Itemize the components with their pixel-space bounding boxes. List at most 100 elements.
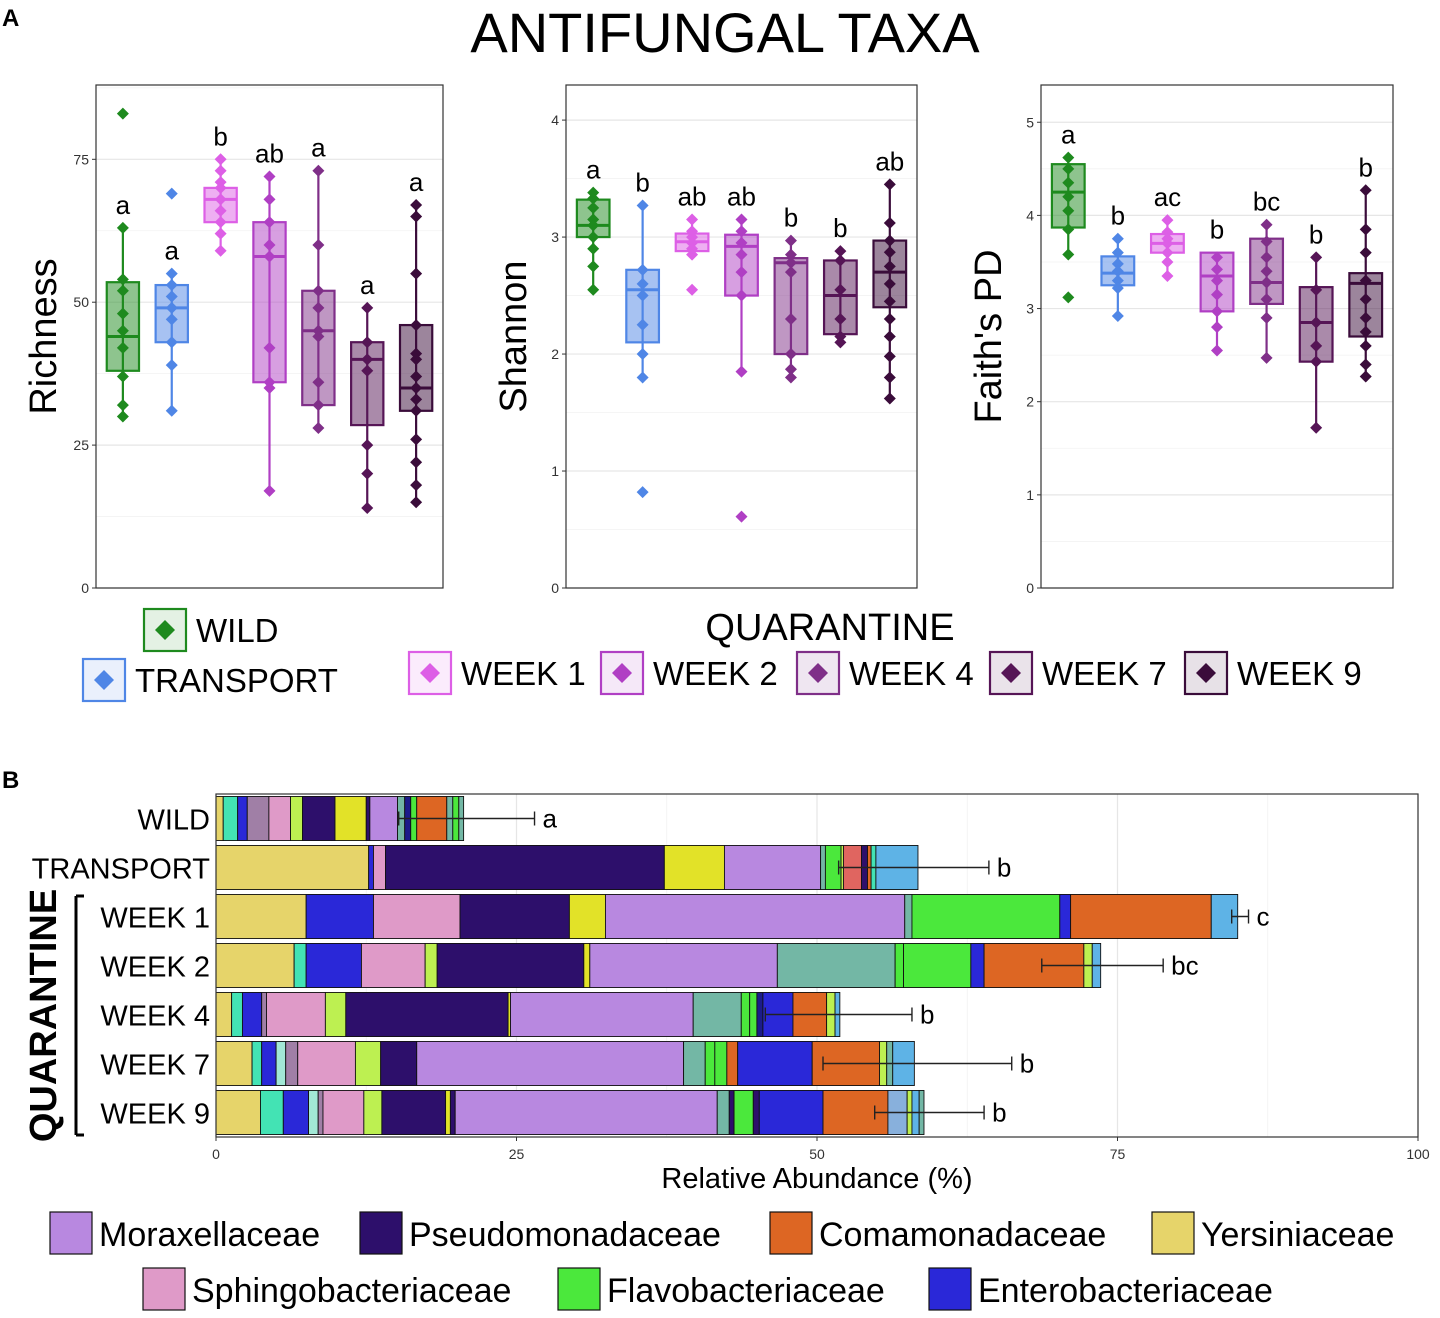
legend-label: Pseudomonadaceae: [409, 1216, 721, 1254]
bar-segment: [970, 943, 985, 989]
data-point: [263, 484, 276, 497]
legend-item-sphingobacteriaceae: Sphingobacteriaceae: [142, 1267, 511, 1311]
data-point: [686, 283, 699, 296]
data-point: [410, 496, 423, 509]
data-point: [214, 227, 227, 240]
data-point: [686, 213, 699, 226]
bar-segment: [583, 943, 591, 989]
data-point: [410, 433, 423, 446]
significance-letter: a: [311, 133, 326, 163]
data-point: [1310, 355, 1323, 368]
box-week-4: b: [773, 203, 809, 384]
data-point: [1111, 257, 1124, 270]
legend-label: WEEK 7: [1042, 655, 1167, 692]
box-week-7: a: [350, 270, 385, 514]
data-point: [312, 239, 325, 252]
data-point: [410, 456, 423, 469]
bar-segment: [373, 845, 386, 891]
data-point: [834, 245, 847, 258]
legend-item-transport: TRANSPORT: [81, 657, 338, 703]
figure-title: ANTIFUNGAL TAXA: [470, 1, 980, 64]
data-point: [587, 283, 600, 296]
legend-panel-b: Moraxellaceae Pseudomonadaceae Comamonadac…: [49, 1211, 1394, 1311]
data-point: [587, 231, 600, 244]
y-tick-label: 1: [1026, 487, 1034, 503]
data-point: [1260, 218, 1273, 231]
bar-segment: [381, 1089, 447, 1135]
data-point: [735, 213, 748, 226]
bar-segment: [368, 845, 374, 891]
data-point: [1211, 251, 1223, 264]
data-point: [883, 217, 896, 230]
legend-item-week-2: WEEK 2: [599, 650, 778, 696]
bar-segment: [365, 796, 371, 842]
significance-letter: a: [409, 167, 424, 197]
significance-letter: ab: [678, 182, 707, 212]
panel-a-label: A: [2, 5, 19, 32]
significance-letter: b: [1309, 219, 1323, 249]
data-point: [1359, 274, 1372, 287]
significance-letter: b: [833, 213, 847, 243]
data-point: [263, 239, 276, 252]
bar-segment: [354, 1040, 382, 1086]
data-point: [1161, 255, 1174, 268]
category-label: TRANSPORT: [32, 854, 211, 886]
data-point: [636, 318, 649, 331]
bar-segment: [737, 1040, 813, 1086]
data-point: [410, 199, 423, 212]
bar-segment: [261, 1040, 277, 1086]
data-point: [361, 336, 374, 349]
bar-segment: [714, 1040, 728, 1086]
data-point: [1310, 283, 1323, 296]
data-point: [834, 254, 847, 267]
data-point: [1359, 223, 1372, 236]
bar-segment: [726, 1040, 739, 1086]
x-tick-label: 50: [809, 1146, 825, 1162]
bar-segment: [260, 1089, 284, 1135]
y-tick-label: 0: [81, 580, 89, 596]
significance-letter: b: [784, 203, 798, 233]
data-point: [410, 267, 423, 280]
bar-segment: [692, 992, 742, 1038]
data-point: [312, 376, 325, 389]
y-axis-label: Shannon: [493, 260, 535, 412]
significance-letter: b: [997, 853, 1011, 883]
bar-segment: [215, 894, 307, 940]
legend-swatch: [557, 1267, 601, 1311]
data-point: [165, 290, 178, 303]
bar-segment: [380, 1040, 418, 1086]
legend-swatch: [359, 1211, 403, 1255]
box-week-1: ab: [674, 182, 710, 296]
data-point: [784, 312, 797, 325]
data-point: [1161, 214, 1174, 227]
bar-segment: [308, 1089, 319, 1135]
legend-label: WEEK 2: [653, 655, 778, 692]
data-point: [1260, 293, 1273, 306]
legend-quarantine-title: QUARANTINE: [705, 607, 954, 649]
bar-segment: [820, 845, 826, 891]
bar-segment: [293, 943, 307, 989]
bar-segment: [903, 943, 972, 989]
data-point: [883, 371, 896, 384]
panel-b-label: B: [2, 767, 19, 794]
significance-letter: b: [920, 1000, 934, 1030]
data-point: [116, 107, 129, 120]
plot-frame: [215, 793, 1419, 1138]
bar-row-week-4: b WEEK 4: [100, 992, 934, 1038]
bar-segment: [324, 992, 347, 1038]
legend-label: Sphingobacteriaceae: [192, 1272, 511, 1310]
bar-segment: [733, 1089, 754, 1135]
bar-segment: [246, 796, 270, 842]
bar-segment: [305, 894, 374, 940]
data-point: [1260, 265, 1273, 278]
data-point: [312, 330, 325, 343]
significance-letter: ac: [1154, 182, 1181, 212]
bar-segment: [251, 1040, 263, 1086]
data-point: [1359, 339, 1372, 352]
data-point: [1310, 316, 1323, 329]
bar-segment: [454, 1089, 718, 1135]
legend-swatch: [142, 1267, 186, 1311]
box-wild: a: [1050, 120, 1086, 304]
